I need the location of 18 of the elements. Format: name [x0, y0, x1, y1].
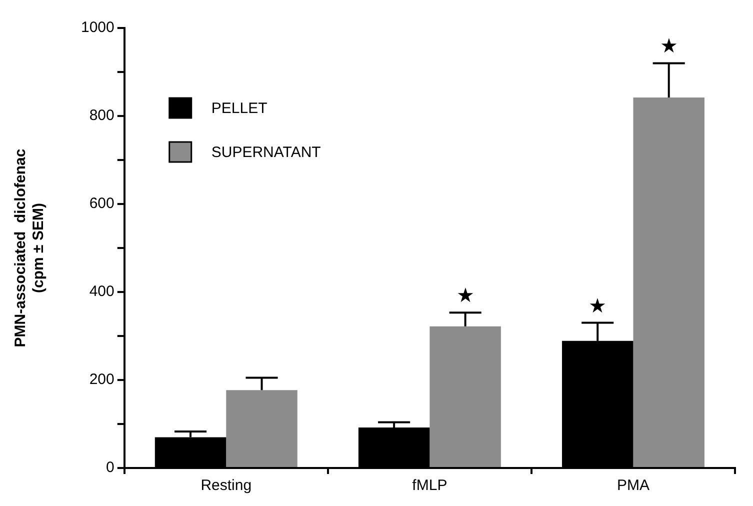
bar — [633, 98, 704, 467]
legend-label: PELLET — [211, 100, 268, 118]
y-tick-label: 1000 — [80, 19, 114, 36]
y-tick-label: 600 — [89, 195, 114, 212]
x-tick-label: PMA — [616, 477, 650, 494]
y-tick-label: 200 — [89, 371, 114, 388]
annotation: ★ — [588, 295, 607, 318]
annotation: ★ — [456, 285, 474, 308]
y-tick-label: 0 — [106, 459, 114, 476]
y-axis-title: PMN-associated diclofenac (cpm ± SEM) — [12, 148, 48, 348]
annotation: ★ — [660, 36, 678, 58]
legend-label: SUPERNATANT — [211, 144, 321, 162]
y-tick-label: 800 — [89, 107, 114, 124]
x-tick-label: Resting — [200, 477, 252, 494]
bar — [226, 390, 298, 467]
bar — [430, 326, 501, 467]
y-tick-label: 400 — [89, 283, 114, 300]
x-tick-label: fMLP — [412, 477, 448, 494]
